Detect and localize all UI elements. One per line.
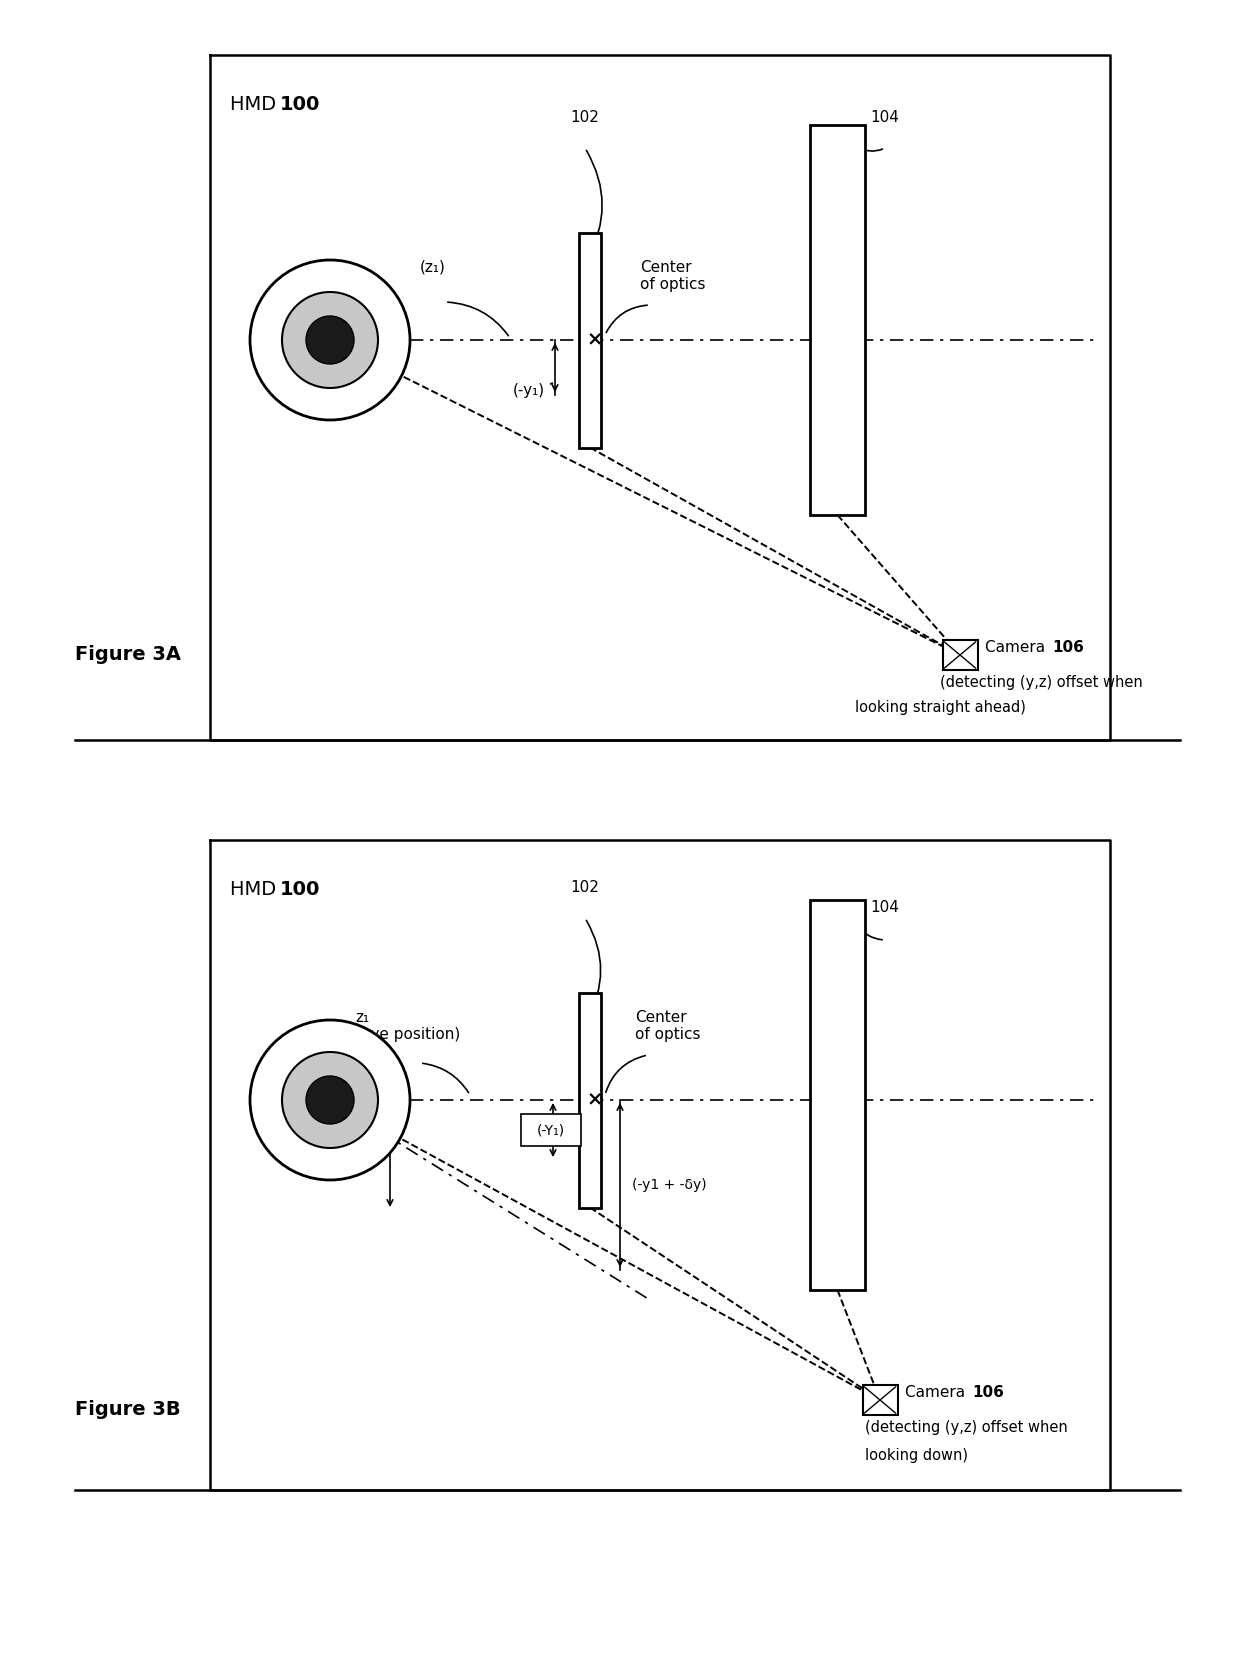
Text: 106: 106 (972, 1385, 1004, 1400)
Text: ×: × (587, 331, 603, 349)
Text: HMD: HMD (229, 96, 283, 114)
Circle shape (306, 316, 353, 364)
Bar (810, 124, 866, 515)
Bar (579, 232, 601, 448)
Text: Camera: Camera (985, 640, 1050, 655)
Circle shape (306, 1076, 353, 1123)
Circle shape (281, 292, 378, 388)
Text: 102: 102 (570, 111, 599, 124)
Text: 102: 102 (570, 880, 599, 895)
Text: 100: 100 (280, 880, 320, 898)
Text: looking down): looking down) (866, 1447, 968, 1462)
Text: 104: 104 (870, 900, 899, 915)
Bar (863, 1385, 898, 1415)
Bar (810, 900, 866, 1289)
Circle shape (281, 1053, 378, 1148)
Text: (detecting (y,z) offset when: (detecting (y,z) offset when (866, 1420, 1068, 1436)
Bar (942, 640, 977, 670)
Text: Figure 3B: Figure 3B (74, 1400, 181, 1419)
Text: Center
of optics: Center of optics (640, 260, 706, 292)
Bar (579, 992, 601, 1207)
Circle shape (250, 1021, 410, 1180)
Text: (detecting (y,z) offset when: (detecting (y,z) offset when (940, 675, 1143, 690)
Text: z₁
(eye position): z₁ (eye position) (355, 1011, 460, 1043)
Circle shape (250, 260, 410, 420)
Text: 106: 106 (1052, 640, 1084, 655)
Text: Figure 3A: Figure 3A (74, 645, 181, 663)
FancyBboxPatch shape (521, 1113, 582, 1147)
Text: (-Y₁): (-Y₁) (537, 1123, 565, 1137)
Text: 104: 104 (870, 111, 899, 124)
Text: HMD: HMD (229, 880, 283, 898)
Text: ×: × (587, 1090, 603, 1110)
Text: looking straight ahead): looking straight ahead) (854, 700, 1025, 715)
Text: (-y₁): (-y₁) (513, 383, 546, 398)
Text: Center
of optics: Center of optics (635, 1011, 701, 1043)
Text: -δy: -δy (358, 1147, 382, 1162)
Text: Camera: Camera (905, 1385, 970, 1400)
Text: (-y1 + -δy): (-y1 + -δy) (632, 1179, 707, 1192)
Text: (z₁): (z₁) (420, 260, 446, 275)
Text: 100: 100 (280, 96, 320, 114)
